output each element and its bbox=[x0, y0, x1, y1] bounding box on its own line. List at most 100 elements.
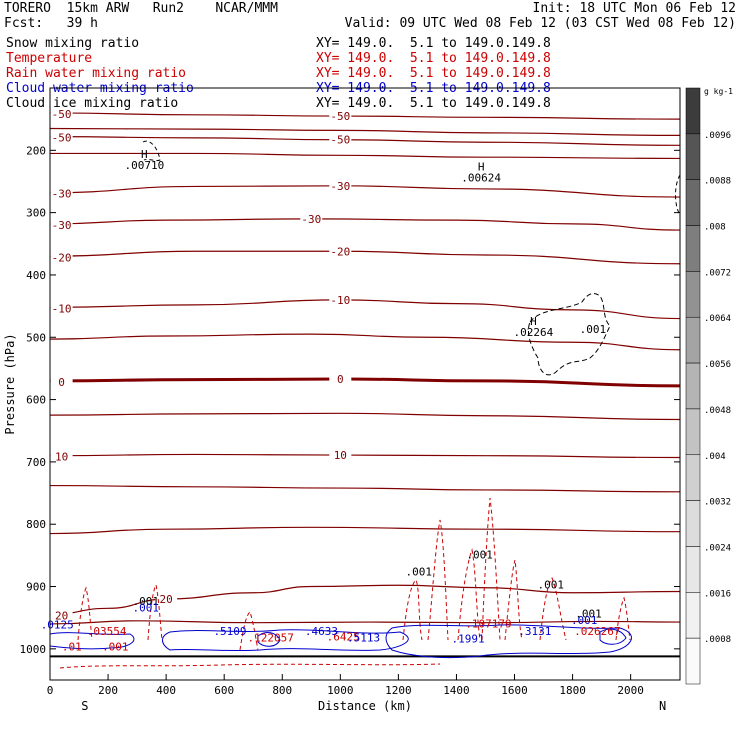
temperature-contour bbox=[49, 484, 681, 493]
cloud-water-label: .001 bbox=[571, 614, 598, 627]
y-tick-label: 600 bbox=[26, 394, 46, 407]
colorbar-swatch bbox=[685, 408, 701, 456]
snow-contour bbox=[675, 174, 681, 216]
cloud-water-label: .4633 bbox=[305, 625, 338, 638]
rain-contour bbox=[539, 576, 567, 641]
contour-label-bg bbox=[50, 375, 73, 388]
colorbar-swatch bbox=[685, 316, 701, 364]
temperature-contours: -50 -50 -50 -50 -30 -30 -30 -30 -20 -20 -10 -10 0 0 10… bbox=[49, 107, 681, 658]
y-tick-label: 800 bbox=[26, 518, 46, 531]
cloud-water-contour bbox=[49, 632, 135, 650]
colorbar-label: .0024 bbox=[704, 543, 731, 553]
forecast-hour: Fcst: 39 h bbox=[4, 16, 98, 31]
field-xy: XY= 149.0. 5.1 to 149.0.149.8 bbox=[316, 96, 551, 111]
y-tick-label: 900 bbox=[26, 581, 46, 594]
temperature-label: 10 bbox=[55, 451, 68, 464]
rain-water-label: .122057 bbox=[247, 631, 293, 644]
x-tick-label: 400 bbox=[156, 684, 176, 697]
temperature-contour bbox=[49, 218, 681, 231]
mixing-ratio-label: .001 bbox=[538, 578, 565, 591]
rain-water-label: .107179 bbox=[465, 618, 511, 631]
temperature-label: 0 bbox=[58, 376, 65, 389]
rain-contour bbox=[457, 548, 481, 641]
mixing-ratio-label: H bbox=[141, 148, 148, 161]
temperature-label: -10 bbox=[330, 294, 350, 307]
temperature-contour bbox=[49, 412, 681, 421]
model-title: TORERO 15km ARW Run2 NCAR/MMM bbox=[4, 1, 278, 16]
plot-frame bbox=[49, 87, 681, 681]
temperature-label: -30 bbox=[301, 213, 321, 226]
temperature-contour bbox=[49, 333, 681, 351]
colorbar-label: .008 bbox=[704, 223, 726, 233]
field-name: Cloud ice mixing ratio bbox=[6, 96, 179, 111]
temperature-label: -50 bbox=[330, 134, 350, 147]
mixing-ratio-label: .001 bbox=[405, 565, 432, 578]
cloud-water-label: .001 bbox=[133, 601, 160, 614]
north-label: N bbox=[659, 699, 666, 713]
rain-water-label: .01 bbox=[62, 641, 82, 654]
colorbar-label: .0008 bbox=[704, 635, 731, 645]
cloud-water-label: .5109 bbox=[213, 625, 246, 638]
temperature-label: 20 bbox=[55, 610, 68, 623]
contour-label-bg bbox=[50, 302, 73, 315]
rain-water-label: .001 bbox=[102, 641, 129, 654]
colorbar-swatch bbox=[685, 87, 701, 135]
field-name: Temperature bbox=[6, 51, 93, 66]
mixing-ratio-label: .00710 bbox=[124, 159, 164, 172]
x-tick-label: 200 bbox=[98, 684, 118, 697]
y-axis-title: Pressure (hPa) bbox=[3, 333, 17, 434]
temperature-label: -50 bbox=[52, 108, 72, 121]
x-tick-label: 800 bbox=[272, 684, 292, 697]
colorbar-swatch bbox=[685, 637, 701, 685]
y-tick-label: 1000 bbox=[20, 643, 47, 656]
y-tick-label: 400 bbox=[26, 269, 46, 282]
colorbar-label: .004 bbox=[704, 452, 726, 462]
colorbar-label: .0032 bbox=[704, 498, 731, 508]
colorbar-label: .0048 bbox=[704, 406, 731, 416]
temperature-contour bbox=[49, 250, 681, 265]
colorbar-label: .0088 bbox=[704, 177, 731, 187]
colorbar-swatch bbox=[685, 271, 701, 318]
contour-label-bg bbox=[50, 187, 73, 200]
contour-labels: H.00710 H.00624H.02264.001.001.001.001.00… bbox=[41, 148, 621, 654]
colorbar-swatch bbox=[685, 133, 701, 180]
colorbar-swatch bbox=[685, 362, 701, 410]
temperature-label: 20 bbox=[160, 593, 173, 606]
mixing-ratio-label: .001 bbox=[466, 548, 493, 561]
mixing-ratio-label: H bbox=[530, 315, 537, 328]
rain-contour bbox=[615, 596, 631, 641]
contour-label-bg bbox=[329, 133, 352, 146]
mixing-ratio-label: H bbox=[478, 160, 485, 173]
contour-label-bg bbox=[50, 251, 73, 264]
contour-label-bg bbox=[50, 218, 73, 231]
rain-contour bbox=[239, 611, 259, 651]
y-tick-label: 500 bbox=[26, 331, 46, 344]
temperature-label: -20 bbox=[330, 245, 350, 258]
x-tick-label: 1800 bbox=[559, 684, 586, 697]
rain-contour bbox=[427, 519, 449, 641]
mixing-ratio-label: .02264 bbox=[514, 326, 554, 339]
contour-label-bg bbox=[329, 449, 352, 462]
colorbar-swatch bbox=[685, 179, 701, 226]
colorbar-label: .0056 bbox=[704, 360, 731, 370]
temperature-label: -50 bbox=[330, 110, 350, 123]
cloud-water-contour bbox=[599, 628, 627, 645]
cloud-water-label: .0125 bbox=[41, 618, 74, 631]
rain-contour bbox=[147, 583, 163, 641]
colorbar-swatch bbox=[685, 592, 701, 639]
cloud-water-label: .3131 bbox=[518, 625, 551, 638]
colorbar-swatch bbox=[685, 225, 701, 272]
temperature-contour bbox=[49, 584, 681, 616]
mixing-ratio-label: .001 bbox=[133, 595, 160, 608]
temperature-label: -20 bbox=[52, 251, 72, 264]
ice-contour bbox=[527, 293, 611, 376]
temperature-contour bbox=[50, 152, 681, 160]
mixing-ratio-label: .001 bbox=[580, 323, 607, 336]
rain-contour bbox=[481, 497, 501, 641]
field-xy: XY= 149.0. 5.1 to 149.0.149.8 bbox=[316, 36, 551, 51]
x-tick-label: 1200 bbox=[385, 684, 412, 697]
contour-label-bg bbox=[329, 179, 352, 192]
contour-label-bg bbox=[50, 107, 73, 120]
